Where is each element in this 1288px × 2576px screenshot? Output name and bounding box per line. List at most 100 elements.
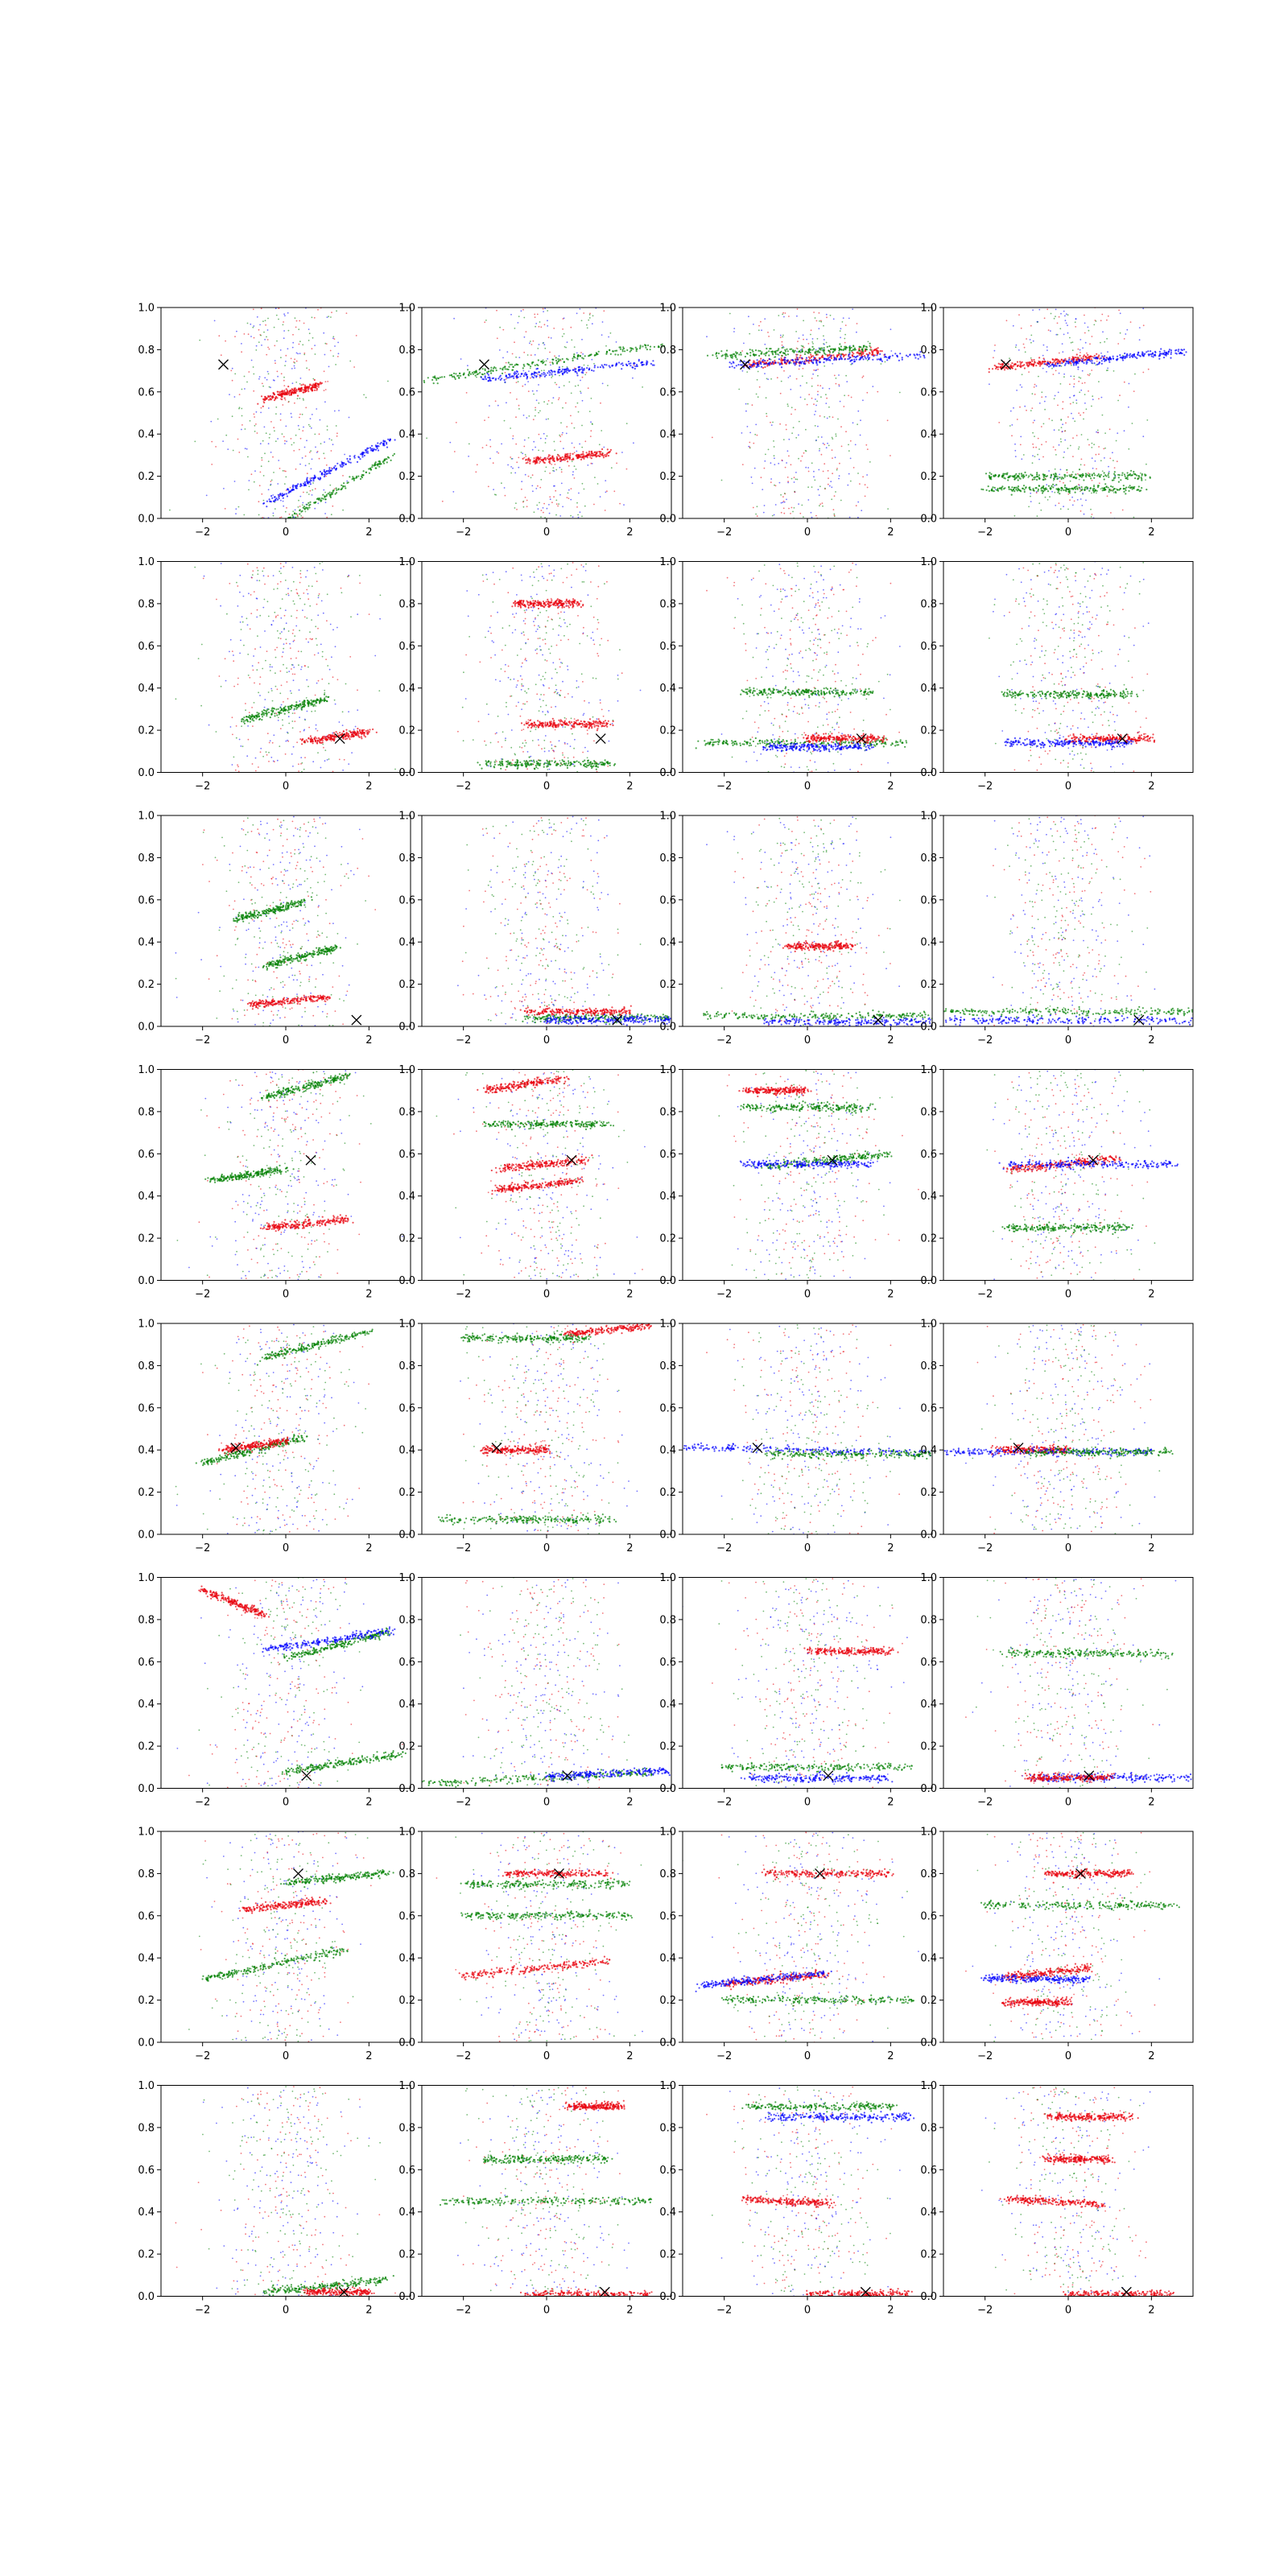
band-point-blue bbox=[514, 371, 516, 374]
background-point bbox=[314, 694, 316, 696]
band-point-green bbox=[1096, 474, 1099, 477]
background-point bbox=[332, 732, 334, 734]
background-point bbox=[275, 672, 276, 675]
background-point bbox=[332, 676, 334, 679]
background-point bbox=[568, 497, 570, 499]
background-point bbox=[295, 382, 298, 383]
background-point bbox=[1034, 394, 1036, 395]
background-point bbox=[1051, 419, 1053, 422]
background-point bbox=[237, 677, 239, 679]
background-point bbox=[539, 410, 541, 412]
background-point bbox=[805, 466, 807, 469]
band-point-blue bbox=[800, 357, 803, 359]
band-point-green bbox=[309, 501, 312, 503]
background-point bbox=[211, 464, 213, 465]
background-point bbox=[818, 328, 820, 330]
band-point-green bbox=[824, 353, 827, 356]
background-point bbox=[296, 398, 299, 400]
band-point-blue bbox=[750, 366, 753, 369]
band-point-blue bbox=[1096, 357, 1099, 360]
band-point-blue bbox=[1063, 364, 1066, 366]
band-point-green bbox=[850, 346, 852, 349]
background-point bbox=[555, 383, 558, 386]
band-point-blue bbox=[757, 363, 759, 365]
background-point bbox=[530, 377, 531, 379]
background-point bbox=[216, 598, 217, 601]
background-point bbox=[271, 666, 273, 668]
band-point-green bbox=[1075, 473, 1077, 476]
band-point-red bbox=[544, 456, 547, 460]
background-point bbox=[253, 390, 255, 392]
band-point-green bbox=[749, 352, 752, 354]
background-point bbox=[266, 733, 269, 735]
band-point-blue bbox=[729, 365, 731, 369]
band-point-blue bbox=[383, 444, 386, 447]
background-point bbox=[295, 434, 297, 436]
band-point-green bbox=[1011, 489, 1013, 493]
background-point bbox=[468, 456, 469, 457]
background-point bbox=[287, 329, 290, 332]
background-point bbox=[256, 597, 258, 600]
band-point-blue bbox=[1051, 363, 1054, 365]
background-point bbox=[295, 617, 298, 619]
background-point bbox=[831, 436, 833, 439]
band-point-green bbox=[1013, 490, 1016, 493]
background-point bbox=[311, 414, 313, 415]
band-point-green bbox=[1007, 479, 1009, 481]
background-point bbox=[1115, 440, 1117, 442]
background-point bbox=[852, 422, 854, 424]
background-point bbox=[828, 444, 830, 447]
band-point-blue bbox=[345, 463, 347, 465]
background-point bbox=[1119, 312, 1121, 315]
background-point bbox=[220, 354, 222, 357]
background-point bbox=[290, 357, 292, 360]
band-point-green bbox=[584, 355, 586, 357]
band-point-green bbox=[490, 366, 493, 369]
background-point bbox=[791, 432, 793, 434]
band-point-red bbox=[555, 456, 559, 458]
band-point-red bbox=[285, 388, 287, 390]
band-point-green bbox=[484, 368, 486, 370]
band-point-red bbox=[1042, 361, 1045, 363]
background-point bbox=[284, 365, 286, 366]
background-point bbox=[877, 390, 879, 393]
background-point bbox=[580, 352, 582, 353]
background-point bbox=[426, 437, 427, 440]
band-point-blue bbox=[1163, 351, 1166, 354]
background-point bbox=[1064, 439, 1067, 441]
band-point-blue bbox=[363, 452, 365, 454]
background-point bbox=[1047, 329, 1050, 332]
background-point bbox=[252, 570, 254, 572]
background-point bbox=[544, 308, 546, 310]
background-point bbox=[311, 619, 312, 621]
background-point bbox=[259, 324, 261, 326]
band-point-green bbox=[369, 469, 372, 471]
background-point bbox=[850, 396, 852, 398]
background-point bbox=[281, 433, 283, 435]
background-point bbox=[299, 413, 301, 415]
band-point-blue bbox=[1183, 349, 1186, 351]
background-point bbox=[274, 611, 276, 613]
band-point-blue bbox=[574, 368, 576, 370]
background-point bbox=[306, 491, 308, 493]
band-point-red bbox=[1031, 360, 1034, 362]
band-point-blue bbox=[328, 469, 331, 471]
band-point-green bbox=[842, 349, 844, 352]
band-point-red bbox=[1019, 363, 1022, 365]
band-point-red bbox=[279, 393, 283, 395]
background-point bbox=[588, 319, 590, 321]
background-point bbox=[815, 398, 816, 400]
band-point-blue bbox=[778, 358, 781, 361]
background-point bbox=[601, 334, 603, 336]
background-point bbox=[291, 633, 294, 634]
band-point-green bbox=[1129, 487, 1132, 489]
background-point bbox=[1062, 407, 1063, 410]
background-point bbox=[324, 691, 326, 694]
band-point-blue bbox=[591, 369, 593, 372]
background-point bbox=[840, 499, 842, 502]
band-point-blue bbox=[484, 375, 486, 378]
background-point bbox=[299, 437, 302, 440]
background-point bbox=[263, 598, 266, 601]
y-tick-label: 1.0 bbox=[138, 303, 155, 315]
background-point bbox=[504, 494, 506, 497]
